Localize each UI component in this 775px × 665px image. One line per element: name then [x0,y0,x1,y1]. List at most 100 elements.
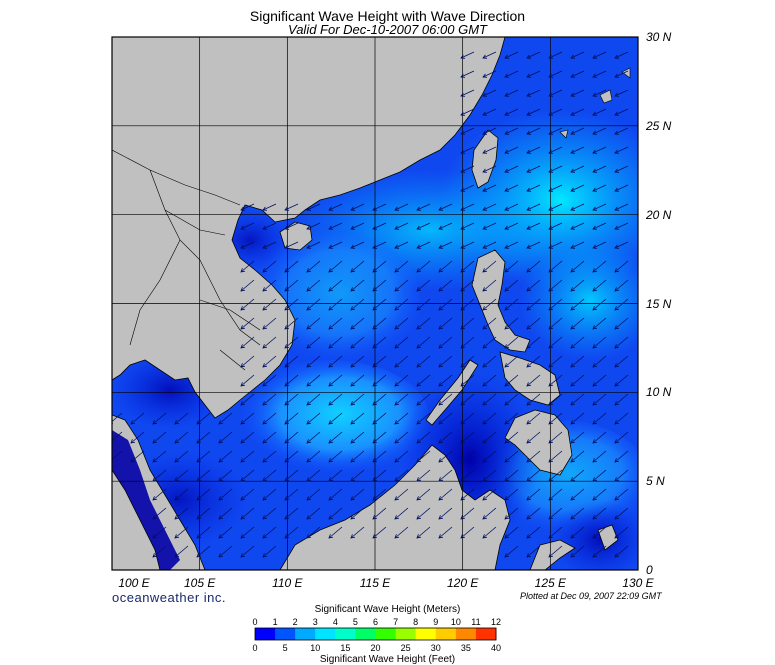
wave-direction-arrow [548,488,563,501]
wave-direction-arrow [526,108,541,116]
wave-direction-arrow [328,203,343,211]
wave-direction-arrow [350,412,365,425]
wave-direction-arrow [394,507,409,520]
colorbar-meters-tick: 11 [471,617,480,627]
wave-direction-arrow [262,374,277,387]
wave-direction-arrow [306,222,321,230]
wave-direction-arrow [306,393,321,406]
wave-direction-arrow [614,165,629,173]
wave-direction-arrow [570,393,585,406]
wave-direction-arrow [526,469,541,482]
wave-direction-arrow [460,526,475,539]
wave-direction-arrow [548,127,563,135]
wave-direction-arrow [372,412,387,425]
wave-direction-arrow [592,146,607,154]
wave-direction-arrow [130,450,145,463]
wave-direction-arrow [152,545,167,558]
wave-direction-arrow [548,507,563,520]
wave-direction-arrow [460,222,475,230]
wave-direction-arrow [592,241,607,249]
wave-direction-arrow [262,450,277,463]
wave-direction-arrow [526,412,541,425]
wave-direction-arrow [504,317,519,330]
wave-direction-arrow [482,70,497,78]
wave-direction-arrow [460,279,475,292]
wave-direction-arrow [460,241,475,249]
wave-direction-arrow [548,89,563,97]
wave-direction-arrow [284,412,299,425]
visayas-islands [499,351,561,406]
wave-direction-arrow [504,146,519,154]
luzon-island [471,249,531,353]
wave-direction-arrow [438,222,453,230]
wave-direction-arrow [548,260,563,273]
wave-direction-arrow [416,488,431,501]
wave-direction-arrow [570,165,585,173]
wave-map [111,36,639,571]
wave-direction-arrow [592,184,607,192]
latitude-label: 10 N [646,385,672,400]
wave-direction-arrow [394,203,409,211]
wave-direction-arrow [614,374,629,387]
wave-direction-arrow [504,393,519,406]
wave-direction-arrow [196,412,211,425]
wave-direction-arrow [526,241,541,249]
wave-direction-arrow [504,488,519,501]
longitude-label: 105 E [183,576,216,590]
wave-direction-arrow [592,317,607,330]
wave-direction-arrow [504,469,519,482]
colorbar-swatch [475,628,497,640]
wave-direction-arrow [262,393,277,406]
wave-direction-arrow [174,412,189,425]
wave-direction-arrow [218,431,233,444]
wave-direction-arrow [328,507,343,520]
wave-direction-arrow [284,279,299,292]
colorbar-swatch [455,628,477,640]
wave-direction-arrow [350,431,365,444]
wave-direction-arrow [460,374,475,387]
wave-direction-arrow [482,526,497,539]
wave-direction-arrow [112,450,123,462]
plotted-timestamp: Plotted at Dec 09, 2007 22:09 GMT [520,591,662,601]
wave-direction-arrow [482,222,497,230]
wave-direction-arrow [394,469,409,482]
wave-direction-arrow [262,526,277,539]
wave-direction-arrow [372,260,387,273]
wave-direction-arrow [504,260,519,273]
wave-direction-arrow [570,412,585,425]
wave-direction-arrow [438,526,453,539]
wave-direction-arrow [350,507,365,520]
wave-direction-arrow [504,279,519,292]
wave-direction-arrow [240,412,255,425]
wave-direction-arrow [592,412,607,425]
wave-direction-arrow [328,469,343,482]
wave-direction-arrow [460,298,475,311]
wave-direction-arrow [482,336,497,349]
wave-direction-arrow [416,450,431,463]
wave-direction-arrow [526,89,541,97]
wave-direction-arrow [394,412,409,425]
wave-direction-arrow [614,279,629,292]
wave-direction-arrow [614,431,629,444]
wave-direction-arrow [504,336,519,349]
wave-direction-arrow [328,393,343,406]
colorbar-feet-tick: 15 [340,643,350,653]
colorbar-meters-tick: 9 [433,617,438,627]
wave-direction-arrow [372,241,387,249]
wave-direction-arrow [328,260,343,273]
borneo-island [279,444,511,570]
wave-direction-arrow [284,355,299,368]
wave-direction-arrow [438,488,453,501]
wave-direction-arrow [570,526,585,539]
wave-direction-arrow [592,545,607,558]
wave-direction-arrow [240,431,255,444]
wave-direction-arrow [570,374,585,387]
wave-direction-arrow [482,298,497,311]
latitude-label: 25 N [646,118,672,133]
wave-direction-arrow [526,393,541,406]
longitude-label: 100 E [118,576,150,590]
wave-direction-arrow [548,317,563,330]
wave-direction-arrow [152,488,167,501]
wave-direction-arrow [482,127,497,135]
